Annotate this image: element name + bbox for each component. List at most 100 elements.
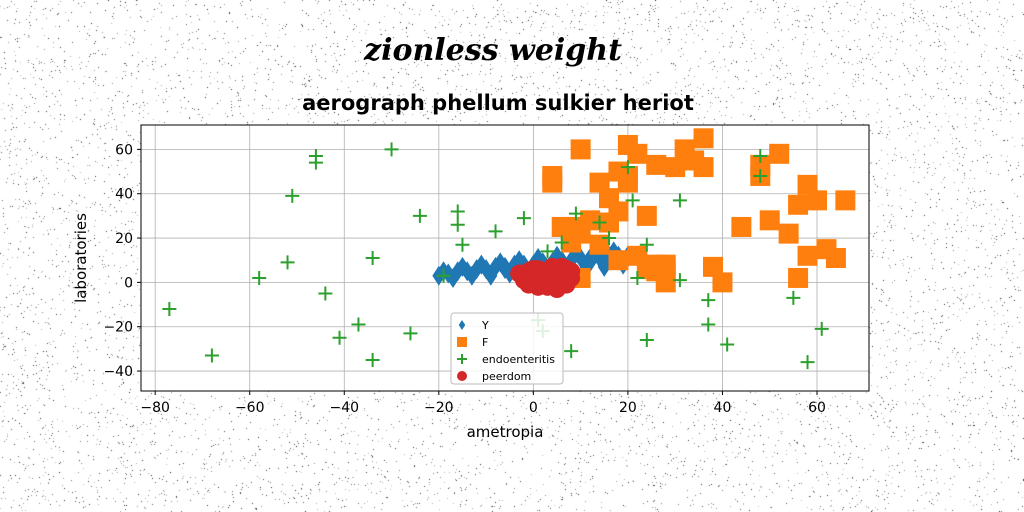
x-tick-label: −40: [329, 400, 359, 416]
y-tick-label: 0: [124, 275, 133, 291]
point-endoenteritis: [639, 237, 654, 252]
x-tick-label: −80: [140, 400, 170, 416]
point-endoenteritis: [285, 188, 300, 203]
point-f: [788, 194, 809, 215]
point-f: [769, 143, 790, 164]
y-tick-label: 40: [115, 187, 133, 203]
point-endoenteritis: [332, 330, 347, 345]
point-endoenteritis: [162, 301, 177, 316]
y-tick-label: −20: [103, 320, 133, 336]
x-tick-label: 20: [619, 400, 637, 416]
point-peerdom: [552, 257, 571, 276]
point-endoenteritis: [308, 149, 323, 164]
axis-ticks: −80 −60 −40 −20 0 20 40 60 −40 −20 0 20 40 60: [103, 142, 825, 416]
point-endoenteritis: [720, 337, 735, 352]
point-endoenteritis: [564, 344, 579, 359]
point-peerdom: [548, 280, 566, 299]
point-y: [455, 256, 469, 277]
point-f: [627, 143, 648, 164]
point-endoenteritis: [554, 235, 569, 250]
point-endoenteritis: [204, 348, 219, 363]
point-f: [703, 256, 723, 277]
point-f: [731, 216, 752, 237]
point-endoenteritis: [625, 193, 640, 208]
x-tick-label: −60: [235, 400, 265, 416]
point-y: [484, 265, 498, 286]
y-axis-label: laboratories: [72, 213, 90, 303]
point-f: [693, 128, 714, 149]
point-endoenteritis: [412, 208, 427, 223]
point-endoenteritis: [403, 326, 418, 341]
point-f: [551, 216, 572, 237]
point-endoenteritis: [630, 270, 645, 285]
point-endoenteritis: [753, 149, 768, 164]
point-f: [589, 234, 610, 255]
legend-marker-endoenteritis: [457, 354, 467, 364]
point-y: [498, 259, 512, 280]
point-endoenteritis: [568, 206, 583, 221]
data-marks: [162, 128, 856, 370]
point-endoenteritis: [252, 270, 267, 285]
legend-box: [450, 312, 564, 385]
point-endoenteritis: [540, 244, 555, 259]
chart-suptitle: zionless weight: [363, 33, 622, 68]
point-f: [542, 172, 563, 193]
point-endoenteritis: [701, 293, 716, 308]
point-f: [693, 157, 714, 178]
point-f: [617, 172, 638, 193]
point-endoenteritis: [351, 317, 366, 332]
point-f: [778, 223, 799, 244]
point-endoenteritis: [602, 231, 616, 246]
point-endoenteritis: [814, 321, 829, 336]
point-endoenteritis: [450, 217, 465, 232]
point-y: [583, 252, 597, 273]
legend-marker-y: [458, 320, 466, 330]
legend-marker-peerdom: [457, 371, 467, 381]
point-y: [474, 254, 488, 275]
point-endoenteritis: [365, 352, 380, 367]
x-tick-label: 40: [714, 400, 732, 416]
y-tick-label: −40: [103, 364, 133, 380]
point-f: [561, 232, 582, 253]
point-f: [599, 212, 619, 233]
chart-title: aerograph phellum sulkier heriot: [302, 91, 694, 115]
legend-label-endoenteritis: endoenteritis: [482, 353, 555, 366]
point-endoenteritis: [592, 215, 607, 230]
point-f: [665, 157, 686, 178]
x-tick-label: 60: [808, 400, 826, 416]
legend-label-f: F: [482, 336, 488, 349]
point-f: [759, 210, 780, 231]
legend-label-peerdom: peerdom: [482, 370, 531, 383]
point-endoenteritis: [786, 290, 801, 305]
point-f: [636, 205, 657, 226]
legend-label-y: Y: [481, 319, 489, 332]
series-endoenteritis: [162, 142, 829, 370]
point-y: [446, 267, 460, 288]
point-endoenteritis: [455, 237, 470, 252]
point-f: [646, 154, 667, 175]
point-f: [797, 174, 818, 195]
plot-frame: [140, 124, 870, 392]
point-endoenteritis: [639, 333, 654, 348]
point-y: [465, 265, 479, 286]
series-peerdom: [510, 257, 581, 299]
legend-marker-f: [457, 337, 467, 347]
point-f: [570, 139, 591, 160]
point-f: [589, 172, 610, 193]
point-endoenteritis: [384, 142, 399, 157]
point-y: [597, 256, 611, 277]
point-endoenteritis: [672, 273, 687, 288]
point-f: [788, 267, 809, 288]
point-f: [712, 272, 733, 293]
x-axis-label: ametropia: [467, 423, 544, 441]
point-f: [655, 254, 676, 275]
point-endoenteritis: [620, 160, 635, 175]
point-endoenteritis: [318, 286, 333, 301]
point-endoenteritis: [488, 224, 503, 239]
point-endoenteritis: [450, 204, 465, 219]
y-tick-label: 60: [115, 142, 133, 158]
point-f: [797, 245, 818, 266]
point-endoenteritis: [800, 355, 815, 370]
